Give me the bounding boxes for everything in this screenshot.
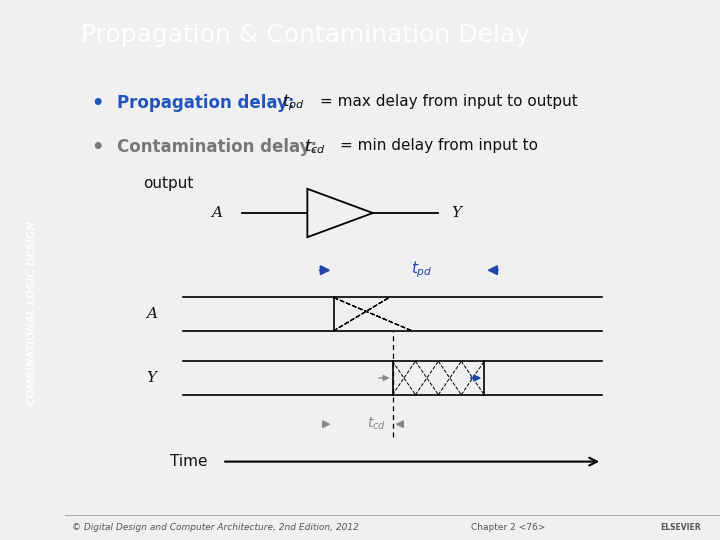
Text: A: A [145,307,157,321]
Text: $t_{pd}$: $t_{pd}$ [411,260,433,280]
Text: COMBINATIONAL LOGIC DESIGN: COMBINATIONAL LOGIC DESIGN [27,221,37,405]
Text: ELSEVIER: ELSEVIER [660,523,701,532]
Text: = min delay from input to: = min delay from input to [340,138,538,153]
Text: $t_{pd}$: $t_{pd}$ [282,93,305,113]
Text: Chapter 2 <76>: Chapter 2 <76> [471,523,546,532]
Text: © Digital Design and Computer Architecture, 2nd Edition, 2012: © Digital Design and Computer Architectu… [71,523,359,532]
Text: Propagation delay:: Propagation delay: [117,94,295,112]
Text: $t_{cd}$: $t_{cd}$ [304,137,325,156]
Text: •: • [91,138,104,157]
Text: Propagation & Contamination Delay: Propagation & Contamination Delay [81,23,531,47]
Text: Time: Time [170,454,207,469]
Text: Contamination delay:: Contamination delay: [117,138,318,156]
Text: •: • [91,94,104,113]
Text: = max delay from input to output: = max delay from input to output [320,94,578,109]
Text: $t_{cd}$: $t_{cd}$ [366,416,386,433]
Text: output: output [143,176,194,191]
Text: Y: Y [451,206,462,220]
Text: A: A [211,206,222,220]
Text: Y: Y [147,371,157,385]
